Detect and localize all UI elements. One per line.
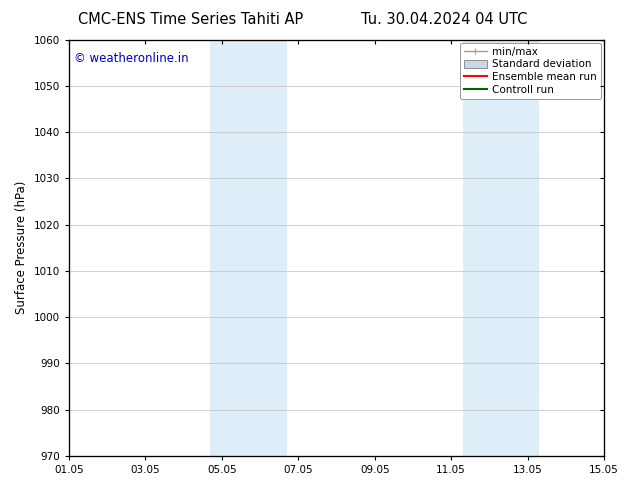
- Text: © weatheronline.in: © weatheronline.in: [74, 52, 189, 65]
- Text: CMC-ENS Time Series Tahiti AP: CMC-ENS Time Series Tahiti AP: [77, 12, 303, 27]
- Bar: [463, 40, 539, 456]
- Legend: min/max, Standard deviation, Ensemble mean run, Controll run: min/max, Standard deviation, Ensemble me…: [460, 43, 601, 99]
- Text: Tu. 30.04.2024 04 UTC: Tu. 30.04.2024 04 UTC: [361, 12, 527, 27]
- Y-axis label: Surface Pressure (hPa): Surface Pressure (hPa): [15, 181, 28, 315]
- Bar: [210, 40, 287, 456]
